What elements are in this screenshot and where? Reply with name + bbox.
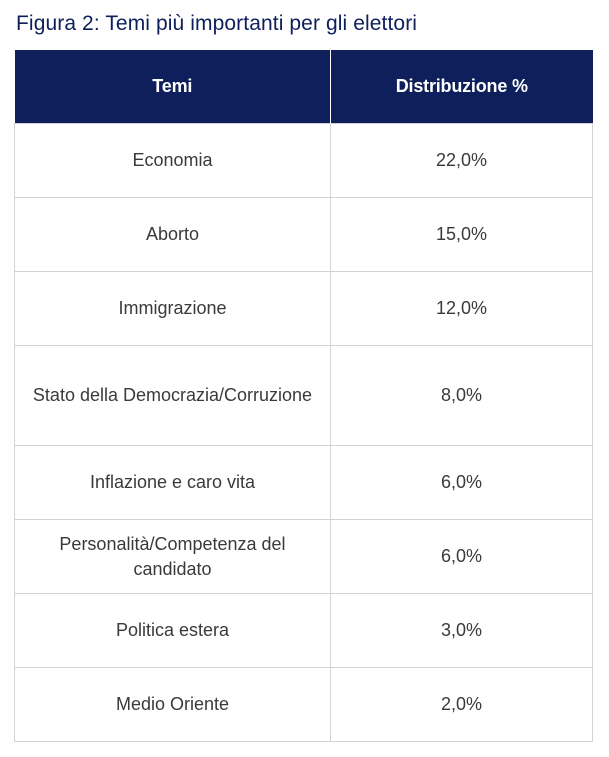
table-row: Medio Oriente 2,0% <box>14 667 593 742</box>
table-row: Inflazione e caro vita 6,0% <box>14 445 593 520</box>
table-row: Politica estera 3,0% <box>14 593 593 668</box>
row-tema: Politica estera <box>14 593 331 668</box>
table-row: Personalità/Competenza del candidato 6,0… <box>14 519 593 594</box>
table-header-row: Temi Distribuzione % <box>14 50 593 124</box>
row-tema: Immigrazione <box>14 271 331 346</box>
row-valore: 22,0% <box>330 123 593 198</box>
row-tema: Medio Oriente <box>14 667 331 742</box>
header-temi: Temi <box>14 50 331 124</box>
table-row: Immigrazione 12,0% <box>14 271 593 346</box>
table-row: Stato della Democrazia/Corruzione 8,0% <box>14 345 593 446</box>
row-valore: 6,0% <box>330 445 593 520</box>
row-valore: 6,0% <box>330 519 593 594</box>
header-distribuzione: Distribuzione % <box>330 50 593 124</box>
row-tema: Economia <box>14 123 331 198</box>
row-tema: Aborto <box>14 197 331 272</box>
row-valore: 12,0% <box>330 271 593 346</box>
row-valore: 2,0% <box>330 667 593 742</box>
row-tema: Stato della Democrazia/Corruzione <box>14 345 331 446</box>
row-tema: Inflazione e caro vita <box>14 445 331 520</box>
row-valore: 8,0% <box>330 345 593 446</box>
row-valore: 15,0% <box>330 197 593 272</box>
table-row: Economia 22,0% <box>14 123 593 198</box>
table-row: Aborto 15,0% <box>14 197 593 272</box>
row-tema: Personalità/Competenza del candidato <box>14 519 331 594</box>
issues-table: Temi Distribuzione % Economia 22,0% Abor… <box>14 50 593 742</box>
figure-title: Figura 2: Temi più importanti per gli el… <box>16 12 418 35</box>
row-valore: 3,0% <box>330 593 593 668</box>
